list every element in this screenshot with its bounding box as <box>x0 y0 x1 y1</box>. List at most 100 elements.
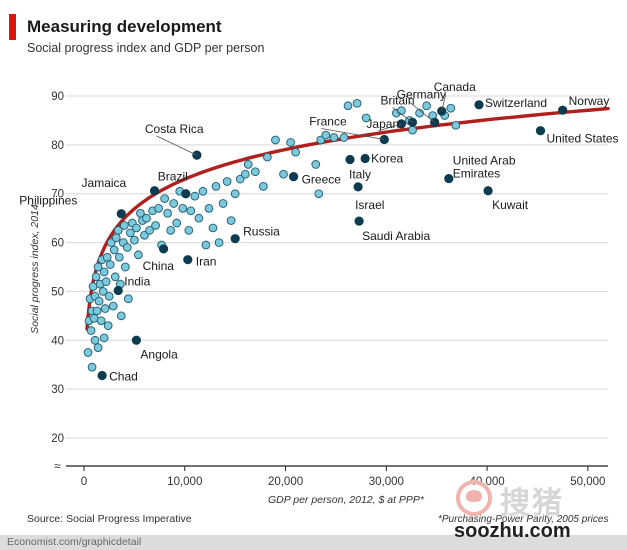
country-point <box>142 213 151 223</box>
country-label: Switzerland <box>485 96 547 110</box>
country-point <box>151 221 160 230</box>
country-point <box>271 135 280 145</box>
country-label: Greece <box>302 173 342 187</box>
country-label: Germany <box>397 87 446 101</box>
country-point <box>90 335 100 345</box>
footer-strip <box>0 535 627 550</box>
country-point <box>96 316 106 326</box>
country-label-line2: Emirates <box>453 167 500 181</box>
country-point <box>451 120 461 130</box>
country-point <box>114 252 124 262</box>
x-tick-label: 10,000 <box>167 476 202 488</box>
country-point <box>321 130 331 140</box>
country-label: Norway <box>569 94 610 108</box>
highlighted-point <box>535 126 546 136</box>
country-point <box>163 208 172 218</box>
country-point <box>408 125 417 135</box>
x-axis-title: GDP per person, 2012, $ at PPP* <box>268 494 425 506</box>
country-label: Philippines <box>19 194 77 208</box>
country-point <box>259 182 268 191</box>
highlighted-point <box>345 154 355 165</box>
country-point <box>250 167 260 177</box>
chart-title: Measuring development <box>27 17 222 36</box>
country-label: Kuwait <box>492 198 529 212</box>
country-point <box>130 235 139 245</box>
country-point <box>120 262 130 272</box>
country-point <box>111 233 121 243</box>
highlighted-point <box>181 189 191 199</box>
watermark-url: soozhu.com <box>454 520 571 542</box>
country-point <box>314 189 324 199</box>
highlighted-point <box>558 105 568 115</box>
highlighted-point <box>159 244 169 254</box>
grid-lines <box>66 95 608 439</box>
trend-curve <box>85 106 610 331</box>
country-point <box>352 98 362 108</box>
chart-subtitle: Social progress index and GDP per person <box>27 41 265 55</box>
highlighted-point <box>113 285 123 296</box>
country-point <box>178 204 188 213</box>
country-point <box>226 216 236 225</box>
country-point <box>211 182 221 191</box>
country-point <box>190 191 200 201</box>
country-point <box>243 160 253 169</box>
country-point <box>110 272 120 282</box>
highlighted-point <box>483 186 493 196</box>
country-point <box>286 138 295 147</box>
country-point <box>98 287 108 296</box>
country-point <box>94 296 104 306</box>
country-point <box>93 262 103 272</box>
country-point <box>240 169 250 179</box>
country-label: United States <box>546 132 618 146</box>
watermark-logo: 搜猪 soozhu.com <box>452 476 617 546</box>
country-point <box>145 226 154 235</box>
highlighted-point <box>97 370 107 381</box>
y-tick-label: 40 <box>51 335 64 347</box>
country-point <box>186 206 196 216</box>
y-tick-label: 50 <box>51 286 64 298</box>
footer-link[interactable]: Economist.com/graphicdetail <box>7 536 142 548</box>
country-point <box>279 169 288 179</box>
country-point <box>109 245 119 255</box>
country-point <box>99 267 109 277</box>
country-point <box>198 186 208 196</box>
country-label: Brazil <box>158 170 188 184</box>
source-note: Source: Social Progress Imperative <box>27 513 192 525</box>
country-point <box>160 194 169 203</box>
label-leader-line <box>378 123 402 132</box>
country-point <box>339 133 349 142</box>
y-tick-label: 70 <box>51 189 64 201</box>
y-tick-label: 90 <box>51 91 64 103</box>
country-label: Angola <box>140 347 178 361</box>
country-label: Korea <box>371 152 403 166</box>
country-point <box>122 243 132 252</box>
country-label: Iran <box>196 255 217 269</box>
country-point <box>105 260 115 269</box>
country-label: Japan <box>366 117 399 131</box>
country-point <box>291 147 300 157</box>
highlighted-point <box>444 173 454 184</box>
country-label: Chad <box>109 369 138 383</box>
country-point <box>100 304 110 313</box>
country-point <box>116 311 126 321</box>
country-label: Canada <box>434 80 476 94</box>
country-point <box>126 228 135 238</box>
country-point <box>184 226 194 235</box>
country-point <box>218 199 228 208</box>
y-tick-label: 20 <box>51 433 64 445</box>
x-tick-label: 30,000 <box>369 476 404 488</box>
country-point <box>102 252 112 262</box>
country-point <box>397 106 406 116</box>
highlighted-point <box>354 216 364 226</box>
highlighted-point <box>230 234 240 244</box>
country-point <box>99 333 109 343</box>
x-tick-label: 0 <box>81 476 87 488</box>
country-point <box>92 306 102 316</box>
country-point <box>103 321 113 330</box>
country-label: Britain <box>381 93 415 107</box>
country-label: Costa Rica <box>145 122 204 136</box>
country-point <box>194 213 204 223</box>
